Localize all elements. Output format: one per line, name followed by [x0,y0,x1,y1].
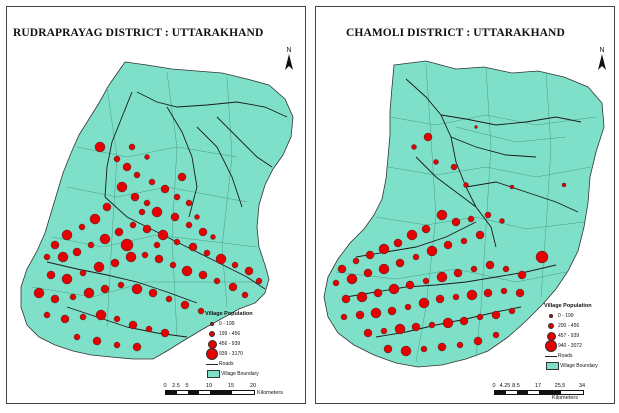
north-label: N [599,47,605,54]
boundary-swatch-icon [545,362,559,370]
rudraprayag-map [20,61,294,360]
legend-title: Village Population [205,311,253,317]
north-label: N [286,47,292,54]
legend-class-1: 0 - 199 [544,311,598,321]
boundary-swatch-icon [206,370,220,378]
legend-class-2: 200 - 456 [544,321,598,331]
dot-icon [548,323,554,329]
road-line-icon [206,363,218,365]
dot-icon [209,331,215,337]
legend-roads: Roads [544,351,598,361]
legend-class-1: 0 - 199 [205,319,259,329]
legend-boundary: Village Boundary [544,361,598,371]
legend-class-2: 199 - 456 [205,329,259,339]
chamoli-map [323,60,605,368]
rudraprayag-villages [33,141,263,352]
chamoli-villages [332,125,567,357]
rudraprayag-scale-bar: 0 2.5 5 10 15 20 Kilometers [163,383,283,396]
north-arrow-icon [285,54,293,70]
rudraprayag-map-title: RUDRAPRAYAG DISTRICT : UTTARAKHAND [13,27,264,39]
legend-class-4: 939 - 3170 [205,348,259,360]
legend-roads: Roads [205,359,259,369]
dot-icon [545,340,557,352]
legend-class-4: 940 - 3072 [544,340,598,352]
chamoli-north-arrow: N [596,47,608,73]
dot-icon [549,314,553,318]
scale-unit: Kilometers [257,390,283,396]
chamoli-scale-bar: 0 4.25 8.5 17 25.5 34 Kilometers [492,383,586,401]
road-line-icon [545,355,557,357]
legend-title: Village Population [544,303,592,309]
chamoli-legend: Village Population 0 - 199 200 - 456 457… [544,303,598,371]
chamoli-map-title: CHAMOLI DISTRICT : UTTARAKHAND [346,27,565,39]
dot-icon [206,348,218,360]
rudraprayag-map-panel: RUDRAPRAYAG DISTRICT : UTTARAKHAND N Vil… [6,6,306,404]
rudraprayag-north-arrow: N [283,47,295,73]
rudraprayag-legend: Village Population 0 - 199 199 - 456 456… [205,311,259,379]
chamoli-map-panel: CHAMOLI DISTRICT : UTTARAKHAND N Village… [315,6,615,404]
north-arrow-icon [598,54,606,70]
legend-boundary: Village Boundary [205,369,259,379]
dot-icon [210,322,214,326]
scale-unit: Kilometers [552,395,578,401]
